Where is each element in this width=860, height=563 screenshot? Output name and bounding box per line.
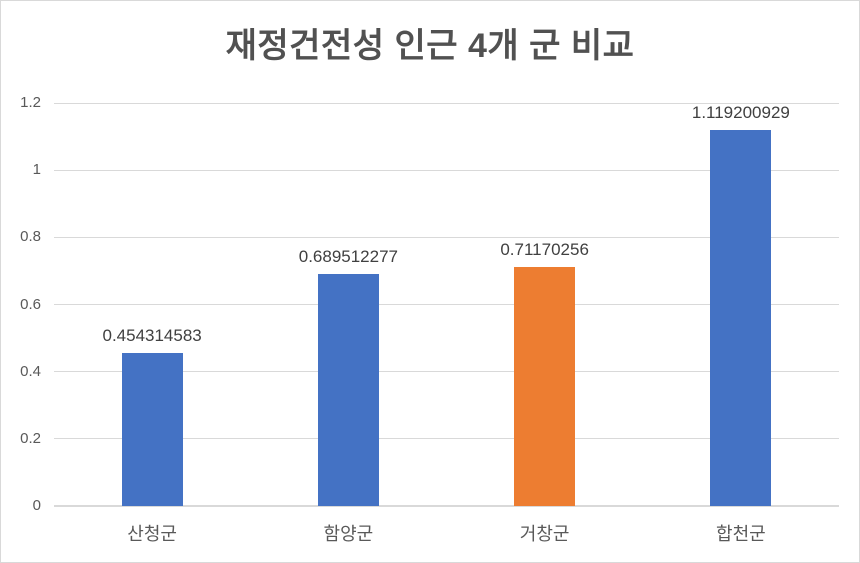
bar-산청군	[121, 353, 183, 506]
data-label: 0.71170256	[500, 239, 589, 259]
bar-거창군	[514, 266, 576, 506]
bar-합천군	[710, 130, 772, 506]
gridline	[54, 102, 839, 104]
bar-함양군	[317, 274, 379, 506]
chart-title: 재정건전성 인근 4개 군 비교	[225, 27, 635, 65]
y-tick-label: 1.2	[20, 94, 41, 111]
data-label: 0.689512277	[298, 247, 399, 267]
x-tick-label: 거창군	[519, 524, 570, 544]
y-tick-label: 0	[32, 497, 41, 514]
gridline	[54, 304, 839, 305]
gridline	[54, 169, 839, 171]
y-tick-label: 1	[32, 161, 41, 179]
data-label: 1.119200929	[691, 103, 790, 123]
gridline	[54, 371, 839, 373]
y-tick-label: 0.6	[20, 295, 41, 313]
data-label: 0.454314583	[102, 326, 202, 346]
gridline	[54, 236, 839, 238]
x-tick-label: 산청군	[127, 524, 177, 544]
x-tick-label: 합천군	[716, 524, 766, 544]
x-tick-label: 함양군	[323, 524, 374, 544]
gridline	[54, 438, 839, 440]
y-tick-label: 0.2	[20, 429, 41, 447]
y-tick-label: 0.8	[20, 228, 41, 246]
x-axis-line	[54, 505, 839, 507]
y-tick-label: 0.4	[20, 362, 41, 380]
